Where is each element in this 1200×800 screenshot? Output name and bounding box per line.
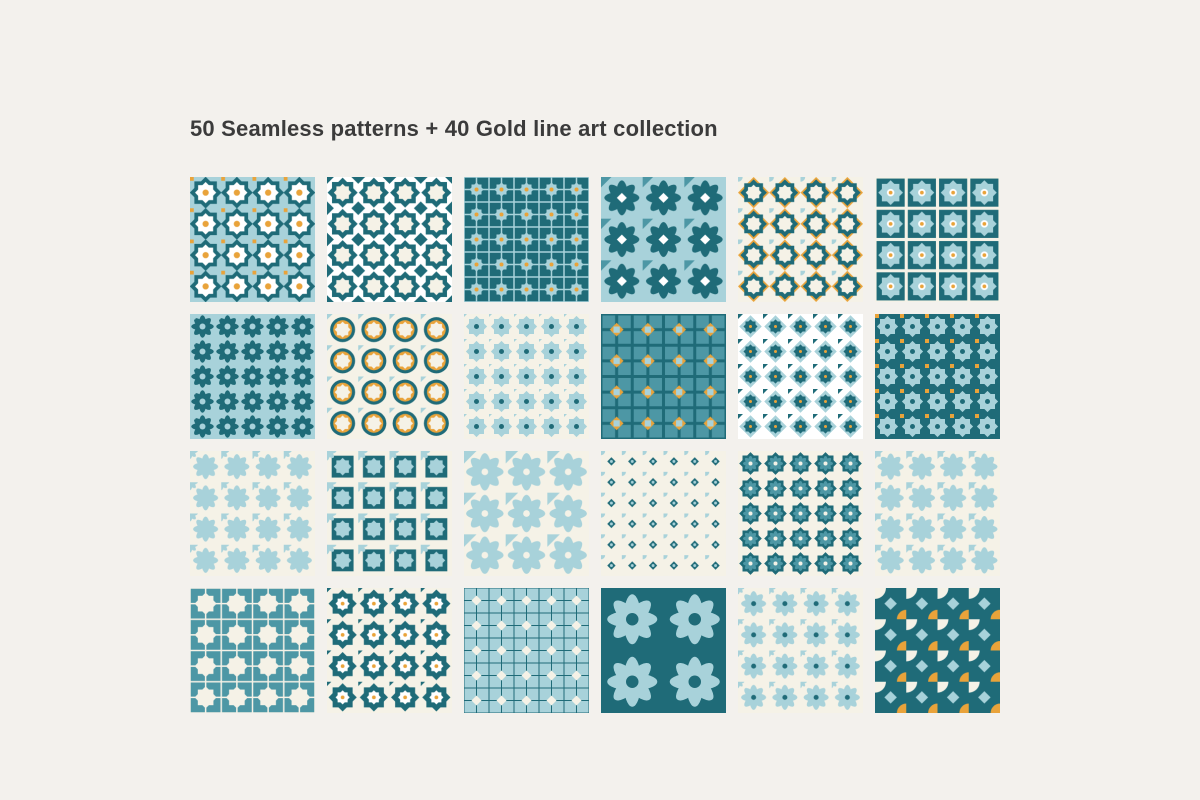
pattern-tile	[327, 588, 452, 713]
pattern-tile	[464, 314, 589, 439]
pattern-tile	[464, 588, 589, 713]
pattern-tile	[601, 588, 726, 713]
pattern-tile	[738, 588, 863, 713]
pattern-tile	[875, 588, 1000, 713]
pattern-tile	[190, 588, 315, 713]
pattern-tile	[875, 177, 1000, 302]
pattern-tile	[738, 177, 863, 302]
pattern-tile	[190, 314, 315, 439]
title: 50 Seamless patterns + 40 Gold line art …	[190, 116, 718, 141]
pattern-tile	[601, 451, 726, 576]
pattern-tile	[327, 451, 452, 576]
pattern-tile	[738, 451, 863, 576]
pattern-tile	[190, 451, 315, 576]
pattern-tile	[738, 314, 863, 439]
pattern-tile	[875, 451, 1000, 576]
pattern-tile	[875, 314, 1000, 439]
pattern-tile	[327, 177, 452, 302]
pattern-tile	[190, 177, 315, 302]
pattern-tile	[464, 451, 589, 576]
pattern-tile	[464, 177, 589, 302]
pattern-tile	[327, 314, 452, 439]
pattern-tile	[601, 177, 726, 302]
pattern-tile	[601, 314, 726, 439]
